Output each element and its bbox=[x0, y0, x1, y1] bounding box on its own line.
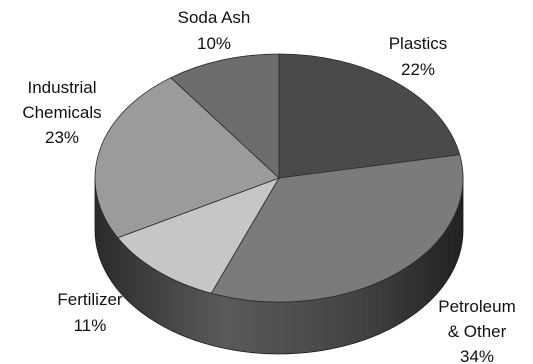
pie-slice-plastics bbox=[278, 53, 461, 179]
pie-top-face bbox=[94, 53, 464, 303]
slice-label-industrial-chemicals: Industrial Chemicals 23% bbox=[22, 78, 101, 147]
pie-slice-soda-ash bbox=[170, 53, 280, 179]
pie-slice-industrial-chemicals bbox=[94, 77, 280, 239]
slice-label-fertilizer: Fertilizer 11% bbox=[57, 290, 123, 335]
slice-label-petroleum: Petroleum & Other 34% bbox=[438, 297, 515, 364]
pie-slice-petroleum-other bbox=[210, 154, 464, 303]
slice-label-plastics: Plastics 22% bbox=[389, 34, 448, 79]
pie-labels: Plastics 22% Petroleum & Other 34% Fertiliz… bbox=[22, 8, 515, 364]
pie-slice-fertilizer bbox=[117, 177, 280, 294]
slice-label-soda-ash: Soda Ash 10% bbox=[178, 8, 251, 53]
